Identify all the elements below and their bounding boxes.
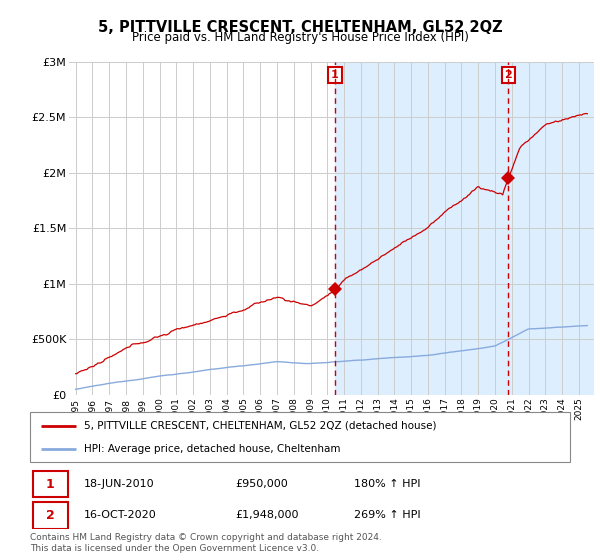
Text: 16-OCT-2020: 16-OCT-2020 xyxy=(84,510,157,520)
Text: 269% ↑ HPI: 269% ↑ HPI xyxy=(354,510,421,520)
Text: 1: 1 xyxy=(46,478,55,491)
Bar xyxy=(520,62,594,395)
Text: 2: 2 xyxy=(46,509,55,522)
Text: Contains HM Land Registry data © Crown copyright and database right 2024.
This d: Contains HM Land Registry data © Crown c… xyxy=(30,533,382,553)
FancyBboxPatch shape xyxy=(33,471,68,497)
Text: 1: 1 xyxy=(331,70,339,80)
Text: 5, PITTVILLE CRESCENT, CHELTENHAM, GL52 2QZ: 5, PITTVILLE CRESCENT, CHELTENHAM, GL52 … xyxy=(98,20,502,35)
Bar xyxy=(335,62,594,395)
Text: £1,948,000: £1,948,000 xyxy=(235,510,299,520)
FancyBboxPatch shape xyxy=(33,502,68,529)
Text: 5, PITTVILLE CRESCENT, CHELTENHAM, GL52 2QZ (detached house): 5, PITTVILLE CRESCENT, CHELTENHAM, GL52 … xyxy=(84,421,437,431)
Text: HPI: Average price, detached house, Cheltenham: HPI: Average price, detached house, Chel… xyxy=(84,445,341,454)
Text: £950,000: £950,000 xyxy=(235,479,288,489)
FancyBboxPatch shape xyxy=(30,412,570,462)
Text: 180% ↑ HPI: 180% ↑ HPI xyxy=(354,479,421,489)
Text: Price paid vs. HM Land Registry's House Price Index (HPI): Price paid vs. HM Land Registry's House … xyxy=(131,31,469,44)
Text: 18-JUN-2010: 18-JUN-2010 xyxy=(84,479,155,489)
Text: 2: 2 xyxy=(505,70,512,80)
